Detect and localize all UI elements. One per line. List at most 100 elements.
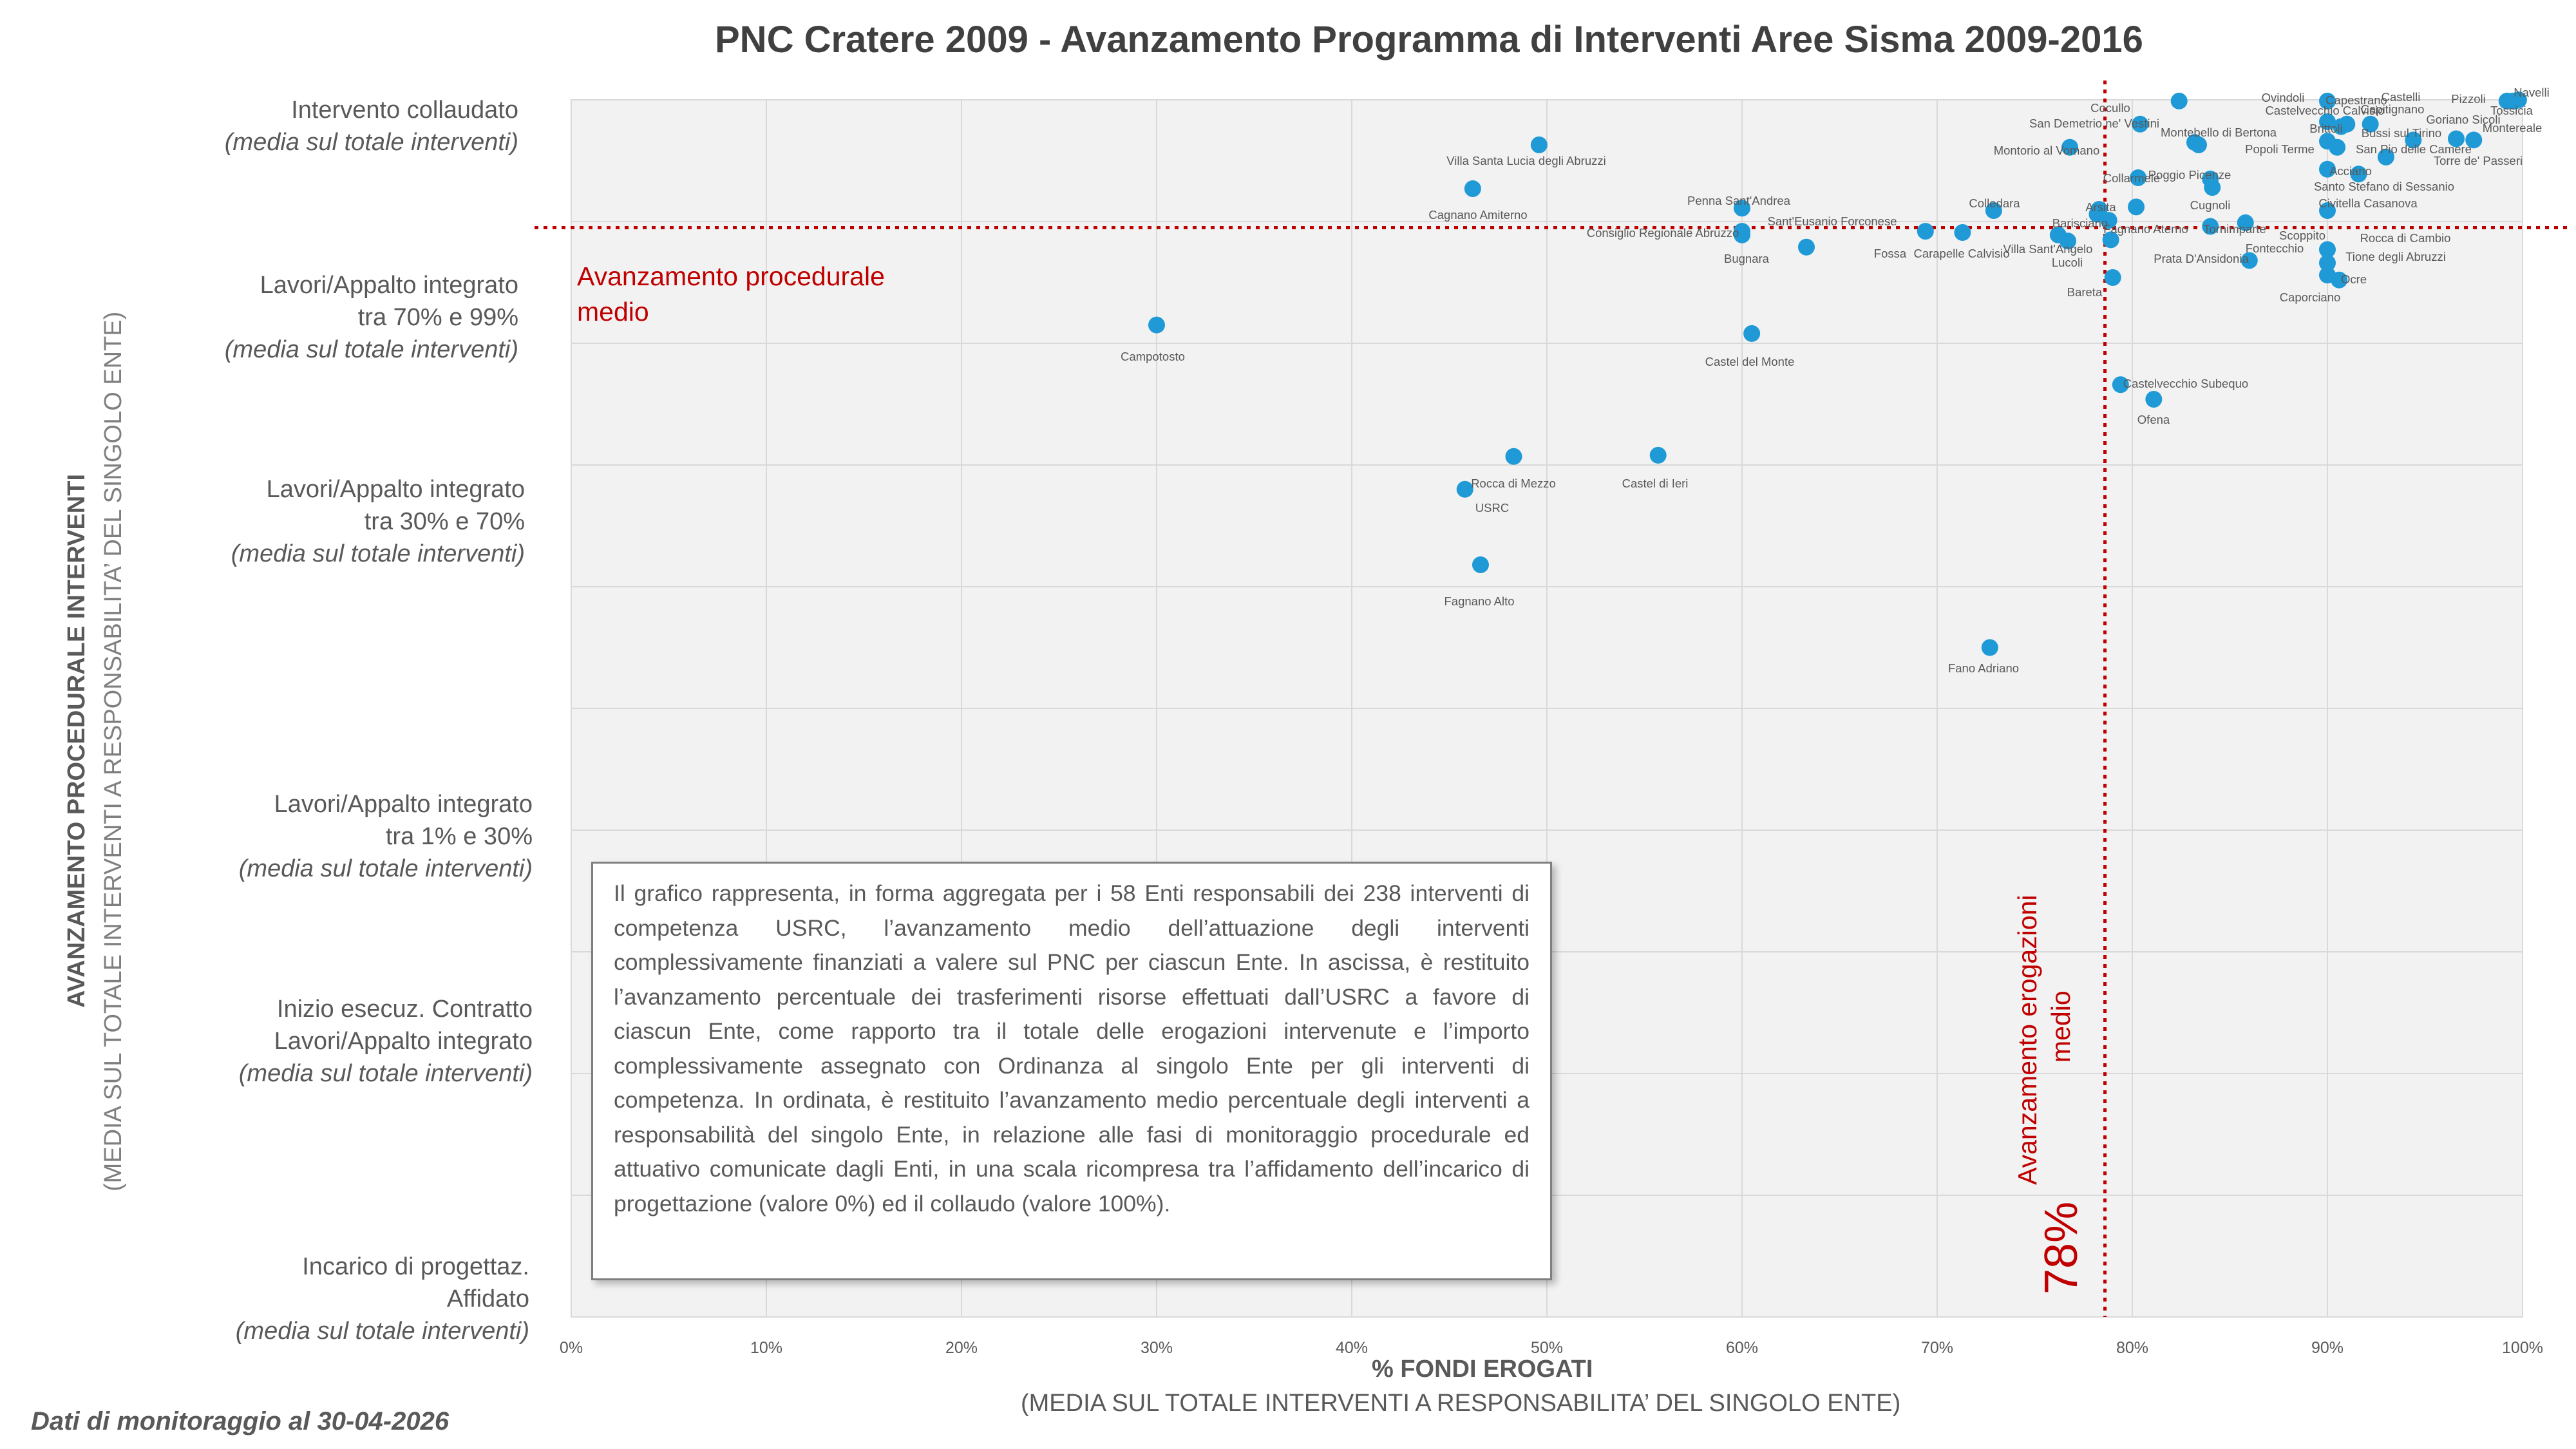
y-level-incarico-progettazione: Incarico di progettaz. Affidato (media s… xyxy=(193,1251,529,1347)
point-label: Bugnara xyxy=(1724,252,1770,265)
data-point xyxy=(2377,148,2394,166)
data-point xyxy=(2170,92,2188,109)
point-label: Colledara xyxy=(1969,196,2020,210)
point-label: Ovindoli xyxy=(2262,91,2305,104)
data-point xyxy=(2132,115,2149,133)
data-point xyxy=(2319,92,2336,109)
y-level-line: tra 1% e 30% xyxy=(385,823,533,850)
point-label: Castelvecchio Subequo xyxy=(2123,377,2248,390)
point-label: Villa Santa Lucia degli Abruzzi xyxy=(1446,154,1606,167)
avg-procedurale-label: Avanzamento procedurale medio xyxy=(577,261,885,327)
y-level-collaudato: Intervento collaudato (media sul totale … xyxy=(193,94,518,158)
point-label: Montereale xyxy=(2483,121,2543,135)
point-label: Penna Sant'Andrea xyxy=(1687,194,1791,207)
point-label: Rocca di Cambio xyxy=(2360,231,2451,245)
data-point xyxy=(2506,92,2523,109)
point-label: Lucoli xyxy=(2052,256,2083,269)
y-level-note: (media sul totale interventi) xyxy=(224,129,518,156)
point-label: Rocca di Mezzo xyxy=(1471,477,1556,490)
point-label: Bussi sul Tirino xyxy=(2362,126,2441,140)
y-level-inizio-esecuzione: Inizio esecuz. Contratto Lavori/Appalto … xyxy=(193,993,533,1090)
data-point xyxy=(2090,201,2108,218)
y-level-note: (media sul totale interventi) xyxy=(231,540,525,567)
point-label: Arsita xyxy=(2085,200,2116,214)
y-level-line: Inizio esecuz. Contratto xyxy=(276,996,533,1023)
point-label: Tornimparte xyxy=(2203,222,2266,236)
data-point xyxy=(2100,212,2117,229)
x-tick-label: 0% xyxy=(560,1339,583,1357)
point-label: Montebello di Bertona xyxy=(2161,126,2277,139)
point-label: Fano Adriano xyxy=(1948,661,2019,675)
point-label: Fontecchio xyxy=(2246,242,2304,255)
point-label: Villa Sant'Angelo xyxy=(2003,242,2093,256)
data-point xyxy=(2237,214,2254,231)
y-level-line: tra 70% e 99% xyxy=(357,304,518,331)
data-point xyxy=(2319,160,2336,178)
y-level-note: (media sul totale interventi) xyxy=(238,1060,533,1087)
data-point xyxy=(2338,115,2356,133)
reference-lines xyxy=(535,80,2570,1317)
point-label: San Pio delle Camere xyxy=(2356,142,2472,156)
point-label: Pizzoli xyxy=(2451,92,2485,106)
chart-title: PNC Cratere 2009 - Avanzamento Programma… xyxy=(715,19,2143,61)
point-label: Collarmele xyxy=(2103,171,2160,185)
data-point xyxy=(1797,238,1815,256)
point-label: San Demetrio ne' Vestini xyxy=(2029,117,2159,130)
x-tick-label: 100% xyxy=(2502,1339,2543,1357)
y-level-line: Incarico di progettaz. xyxy=(302,1253,529,1280)
data-point xyxy=(1954,224,1971,242)
point-label: Consiglio Regionale Abruzzo xyxy=(1587,226,1739,240)
x-tick-labels: 0% 10% 20% 30% 40% 50% 60% 70% 80% 90% 100% xyxy=(560,1339,2543,1357)
y-level-70-99: Lavori/Appalto integrato tra 70% e 99% (… xyxy=(193,269,518,366)
data-point xyxy=(1981,639,1998,656)
y-level-1-30: Lavori/Appalto integrato tra 1% e 30% (m… xyxy=(193,788,533,885)
point-label: Civitella Casanova xyxy=(2318,196,2418,210)
point-label: Scoppito xyxy=(2279,229,2325,242)
point-label: Tione degli Abruzzi xyxy=(2345,250,2446,263)
data-point xyxy=(2061,138,2079,156)
data-point xyxy=(1649,446,1667,464)
data-point xyxy=(1734,200,1750,217)
point-label: Castel di Ieri xyxy=(1622,477,1689,490)
data-points xyxy=(1148,91,2527,656)
y-level-note: (media sul totale interventi) xyxy=(235,1318,529,1345)
point-label: Popoli Terme xyxy=(2245,142,2315,156)
data-point xyxy=(1530,136,1548,153)
point-labels: Campotosto Villa Santa Lucia degli Abruzz… xyxy=(1121,86,2550,675)
y-level-30-70: Lavori/Appalto integrato tra 30% e 70% (… xyxy=(193,473,525,570)
data-point xyxy=(2060,232,2077,250)
point-label: Castelli xyxy=(2382,90,2421,104)
data-point xyxy=(1917,223,1934,240)
point-label: Campotosto xyxy=(1121,350,1185,363)
x-tick-label: 60% xyxy=(1726,1339,1758,1357)
data-point xyxy=(2112,376,2129,393)
x-tick-label: 20% xyxy=(945,1339,978,1357)
x-tick-label: 40% xyxy=(1336,1339,1368,1357)
avg-erogazioni-label-line: Avanzamento erogazioni xyxy=(2012,895,2042,1185)
data-point xyxy=(2190,136,2208,153)
x-tick-label: 10% xyxy=(750,1339,782,1357)
data-point xyxy=(1464,180,1481,197)
x-axis-title: % FONDI EROGATI xyxy=(1372,1356,1593,1383)
data-point xyxy=(2319,113,2336,131)
data-point xyxy=(2447,130,2465,147)
data-point xyxy=(2128,198,2145,216)
data-point xyxy=(1985,202,2002,219)
y-level-line: tra 30% e 70% xyxy=(364,508,525,535)
point-label: Brittoli xyxy=(2309,122,2342,135)
x-tick-label: 70% xyxy=(1921,1339,1953,1357)
point-label: Carapelle Calvisio xyxy=(1913,247,2009,260)
point-label: Capestrano xyxy=(2325,93,2387,107)
x-tick-label: 90% xyxy=(2311,1339,2344,1357)
data-point xyxy=(1734,226,1750,243)
point-label: Ofena xyxy=(2137,413,2170,426)
y-level-line: Lavori/Appalto integrato xyxy=(274,791,533,818)
data-point xyxy=(2240,252,2258,269)
point-label: Fagnano Alto xyxy=(1444,594,1514,608)
data-point xyxy=(2130,169,2147,186)
data-point xyxy=(1456,480,1473,498)
point-label: Santo Stefano di Sessanio xyxy=(2314,180,2454,193)
point-label: Bareta xyxy=(2067,285,2103,299)
data-point xyxy=(2362,115,2379,133)
point-label: Montorio al Vomano xyxy=(1994,144,2100,157)
